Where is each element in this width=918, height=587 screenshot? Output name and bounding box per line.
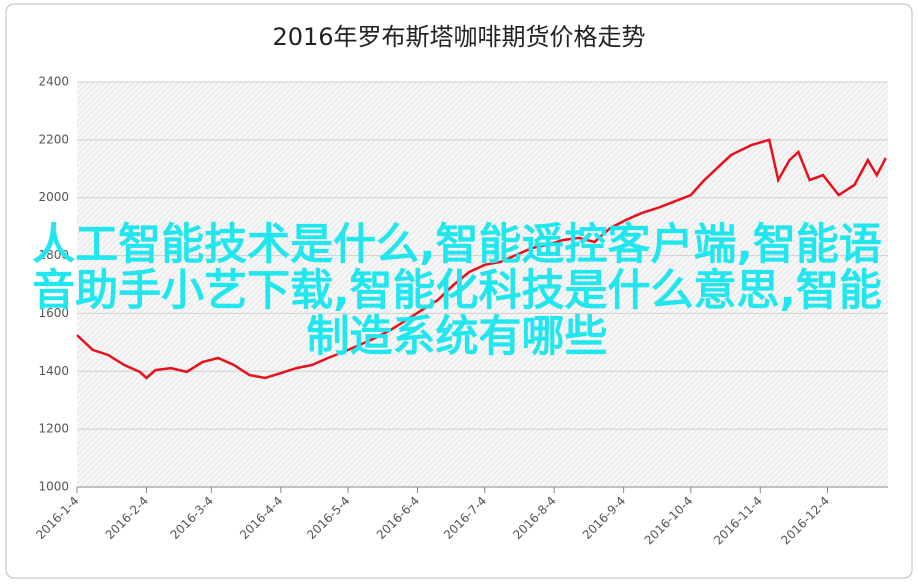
overlay-text: 人工智能技术是什么,智能遥控客户端,智能语音助手小艺下载,智能化科技是什么意思,…: [32, 220, 882, 362]
y-tick-label: 1800: [38, 248, 69, 262]
y-tick-label: 1200: [38, 422, 69, 436]
y-tick-label: 1600: [38, 306, 69, 320]
y-tick-label: 1000: [38, 480, 69, 494]
y-tick-label: 2000: [38, 190, 69, 204]
y-tick-label: 2400: [38, 75, 69, 89]
plot-area: [77, 82, 888, 487]
line: [76, 138, 887, 380]
chart-title: 2016年罗布斯塔咖啡期货价格走势: [272, 23, 645, 51]
y-tick-label: 1400: [38, 364, 69, 378]
y-tick-label: 2200: [38, 132, 69, 146]
